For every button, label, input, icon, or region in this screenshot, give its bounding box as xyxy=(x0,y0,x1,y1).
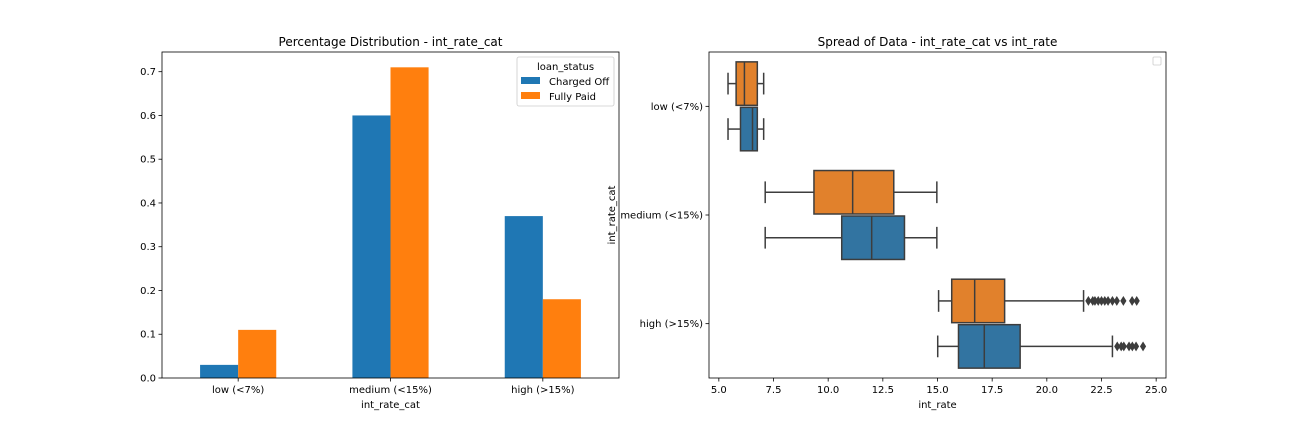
bar-x-axis: low (<7%) medium (<15%) high (>15%) xyxy=(212,378,575,396)
bar-y-tick-label: 0.3 xyxy=(140,242,156,253)
bar-legend: loan_status Charged Off Fully Paid xyxy=(516,56,615,107)
box-x-tick-label: 20.0 xyxy=(1036,385,1058,396)
box-flier-charged-off-2 xyxy=(1114,341,1121,352)
box-chart-title: Spread of Data - int_rate_cat vs int_rat… xyxy=(818,35,1058,49)
bar-x-tick-label: medium (<15%) xyxy=(349,385,432,396)
box-y-tick-label: low (<7%) xyxy=(651,102,703,113)
bar-legend-title: loan_status xyxy=(537,62,594,73)
bar-x-tick-label: low (<7%) xyxy=(212,385,264,396)
box-x-tick-label: 10.0 xyxy=(817,385,839,396)
bar-x-tick-label: high (>15%) xyxy=(511,385,574,396)
bar-legend-swatch-fully-paid xyxy=(521,92,540,99)
bar-chart-title: Percentage Distribution - int_rate_cat xyxy=(279,35,503,49)
box-flier-fully-paid-2 xyxy=(1133,295,1140,306)
box-chart: Spread of Data - int_rate_cat vs int_rat… xyxy=(607,35,1167,411)
bar-plot-frame xyxy=(161,51,620,379)
bar-chart: Percentage Distribution - int_rate_cat 0… xyxy=(140,35,620,411)
box-flier-charged-off-2 xyxy=(1120,341,1127,352)
box-x-tick-label: 22.5 xyxy=(1090,385,1112,396)
box-iqr-charged-off-2 xyxy=(957,323,1021,369)
bar-y-tick-label: 0.7 xyxy=(140,67,156,78)
box-x-axis: 5.0 7.5 10.0 12.5 15.0 17.5 20.0 22.5 25.0 xyxy=(711,378,1167,396)
box-flier-fully-paid-2 xyxy=(1109,295,1116,306)
bar-y-tick-label: 0.5 xyxy=(140,155,156,166)
bar-y-tick-label: 0.1 xyxy=(140,330,156,341)
box-y-tick-label: high (>15%) xyxy=(640,319,703,330)
box-series-group xyxy=(727,61,1147,369)
box-iqr-fully-paid-2 xyxy=(950,278,1006,324)
box-iqr-fully-paid-0 xyxy=(735,61,759,107)
bar-y-tick-label: 0.2 xyxy=(140,286,156,297)
box-plot-frame xyxy=(708,51,1167,379)
box-x-axis-label: int_rate xyxy=(918,400,956,411)
box-flier-charged-off-2 xyxy=(1132,341,1140,352)
box-y-axis-label: int_rate_cat xyxy=(607,185,618,244)
box-x-tick-label: 12.5 xyxy=(872,385,894,396)
box-flier-fully-paid-2 xyxy=(1129,295,1136,306)
box-x-tick-label: 25.0 xyxy=(1145,385,1167,396)
bar-legend-label-charged-off: Charged Off xyxy=(549,77,610,88)
bar-fully-paid-0 xyxy=(238,329,277,378)
box-iqr-charged-off-1 xyxy=(840,215,906,261)
box-iqr-charged-off-0 xyxy=(739,106,759,152)
bar-charged-off-0 xyxy=(200,364,239,378)
bar-y-axis: 0.0 0.1 0.2 0.3 0.4 0.5 0.6 0.7 xyxy=(140,67,162,385)
box-x-tick-label: 17.5 xyxy=(981,385,1003,396)
box-x-tick-label: 15.0 xyxy=(926,385,948,396)
bar-legend-label-fully-paid: Fully Paid xyxy=(549,92,596,103)
box-flier-charged-off-2 xyxy=(1139,341,1147,352)
box-flier-fully-paid-2 xyxy=(1113,295,1120,306)
box-flier-fully-paid-2 xyxy=(1085,295,1092,306)
bar-fully-paid-1 xyxy=(390,67,429,379)
box-legend-empty xyxy=(1152,56,1162,66)
bar-series-group xyxy=(200,67,581,379)
box-iqr-fully-paid-1 xyxy=(813,169,895,215)
box-x-tick-label: 5.0 xyxy=(711,385,727,396)
bar-x-axis-label: int_rate_cat xyxy=(361,400,420,411)
box-y-axis: low (<7%) medium (<15%) high (>15%) xyxy=(620,102,709,330)
bar-legend-frame xyxy=(516,56,615,107)
bar-y-tick-label: 0.6 xyxy=(140,111,156,122)
bar-charged-off-1 xyxy=(352,115,391,379)
bar-fully-paid-2 xyxy=(542,299,581,378)
box-flier-fully-paid-2 xyxy=(1120,295,1127,306)
bar-y-tick-label: 0.0 xyxy=(140,374,156,385)
bar-legend-swatch-charged-off xyxy=(521,77,540,84)
box-flier-fully-paid-2 xyxy=(1104,295,1112,306)
bar-y-tick-label: 0.4 xyxy=(140,198,156,209)
box-y-tick-label: medium (<15%) xyxy=(620,211,703,222)
bar-charged-off-2 xyxy=(504,216,543,378)
box-x-tick-label: 7.5 xyxy=(766,385,782,396)
